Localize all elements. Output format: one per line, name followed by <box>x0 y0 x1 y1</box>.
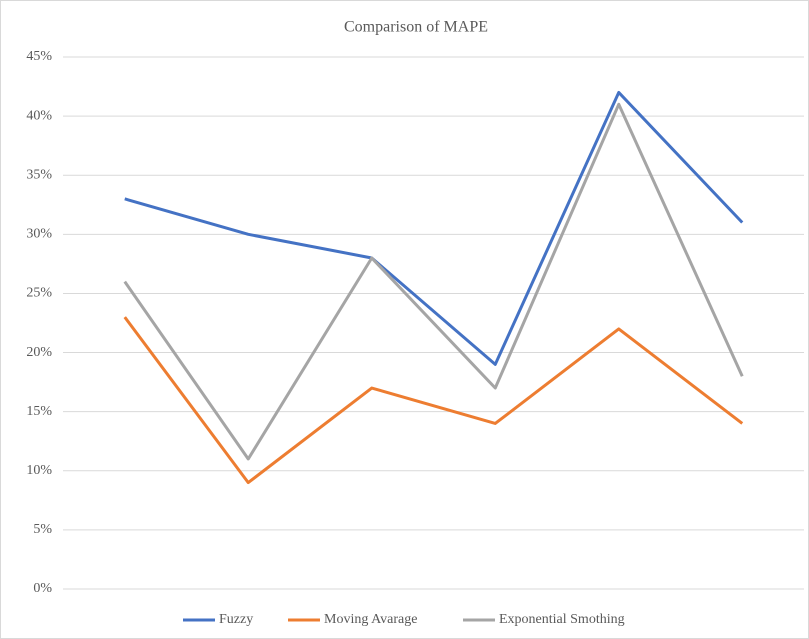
y-tick-label: 0% <box>33 581 52 596</box>
y-tick-label: 35% <box>26 167 52 182</box>
y-tick-label: 15% <box>26 404 52 419</box>
y-tick-label: 10% <box>26 463 52 478</box>
series-line <box>123 316 744 485</box>
legend-label: Exponential Smothing <box>499 612 625 627</box>
series-line <box>124 90 744 366</box>
y-tick-label: 30% <box>26 227 52 242</box>
y-tick-label: 20% <box>26 345 52 360</box>
y-tick-label: 25% <box>26 286 52 301</box>
y-tick-label: 45% <box>26 49 52 64</box>
legend-label: Fuzzy <box>219 612 253 627</box>
y-tick-label: 40% <box>26 108 52 123</box>
series-line <box>123 102 744 461</box>
chart-title: Comparison of MAPE <box>344 19 488 36</box>
y-tick-label: 5% <box>33 522 52 537</box>
legend-label: Moving Avarage <box>324 612 417 627</box>
